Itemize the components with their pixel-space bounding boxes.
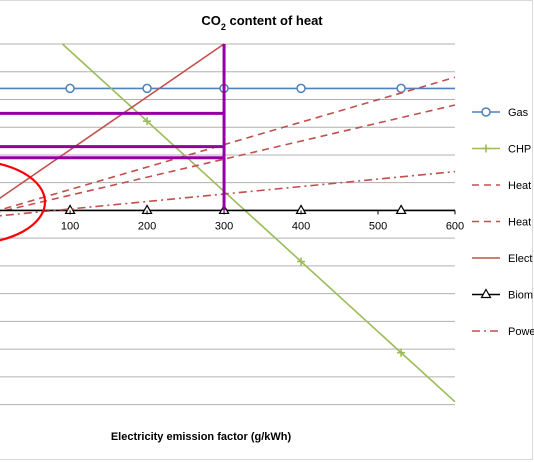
legend: Gas CHP Heat Heat Elect Biom Powe xyxy=(472,107,534,338)
data-point-plus xyxy=(397,348,406,357)
x-tick-label: 500 xyxy=(369,220,387,232)
legend-item: Powe xyxy=(472,326,534,338)
data-point-circle xyxy=(142,83,152,94)
data-point-circle xyxy=(481,107,491,117)
chart-title-suffix: content of heat xyxy=(226,13,323,28)
chart-title-prefix: CO xyxy=(201,13,221,28)
data-point-circle xyxy=(396,83,406,94)
x-tick-label: 200 xyxy=(138,220,156,232)
x-tick-label: 600 xyxy=(446,220,464,232)
x-tick-label: 100 xyxy=(61,220,79,232)
legend-label: Heat xyxy=(508,180,531,192)
legend-item: Gas xyxy=(472,107,529,119)
x-axis-title: Electricity emission factor (g/kWh) xyxy=(111,431,292,443)
data-point-plus xyxy=(143,117,152,126)
series-line-elect xyxy=(0,43,225,200)
legend-item: Heat xyxy=(472,180,531,192)
x-tick-label: 300 xyxy=(215,220,233,232)
annotations xyxy=(0,44,226,242)
legend-label: Heat xyxy=(508,217,531,229)
data-point-triangle xyxy=(395,204,407,215)
data-point-circle xyxy=(65,83,75,94)
legend-item: Biom xyxy=(472,288,533,302)
chart-title-subscript: 2 xyxy=(221,22,226,32)
data-point-plus xyxy=(482,144,490,153)
series-layer xyxy=(0,43,456,403)
legend-label: Elect xyxy=(508,253,532,265)
series-line-chp xyxy=(61,43,456,403)
chart-title: CO2 content of heat xyxy=(201,13,323,32)
legend-label: CHP xyxy=(508,144,531,156)
legend-item: CHP xyxy=(472,144,531,156)
legend-label: Gas xyxy=(508,107,529,119)
data-point-triangle xyxy=(480,288,492,299)
red-circle-highlight xyxy=(0,162,47,242)
legend-label: Powe xyxy=(508,326,534,338)
data-point-circle xyxy=(296,83,306,94)
legend-item: Elect xyxy=(472,253,532,265)
x-axis-ticks: 100 200 300 400 500 600 xyxy=(61,210,464,232)
legend-item: Heat xyxy=(472,217,531,229)
data-point-plus xyxy=(297,257,306,266)
x-tick-label: 400 xyxy=(292,220,310,232)
series-line-heat xyxy=(0,104,456,213)
legend-label: Biom xyxy=(508,290,533,302)
